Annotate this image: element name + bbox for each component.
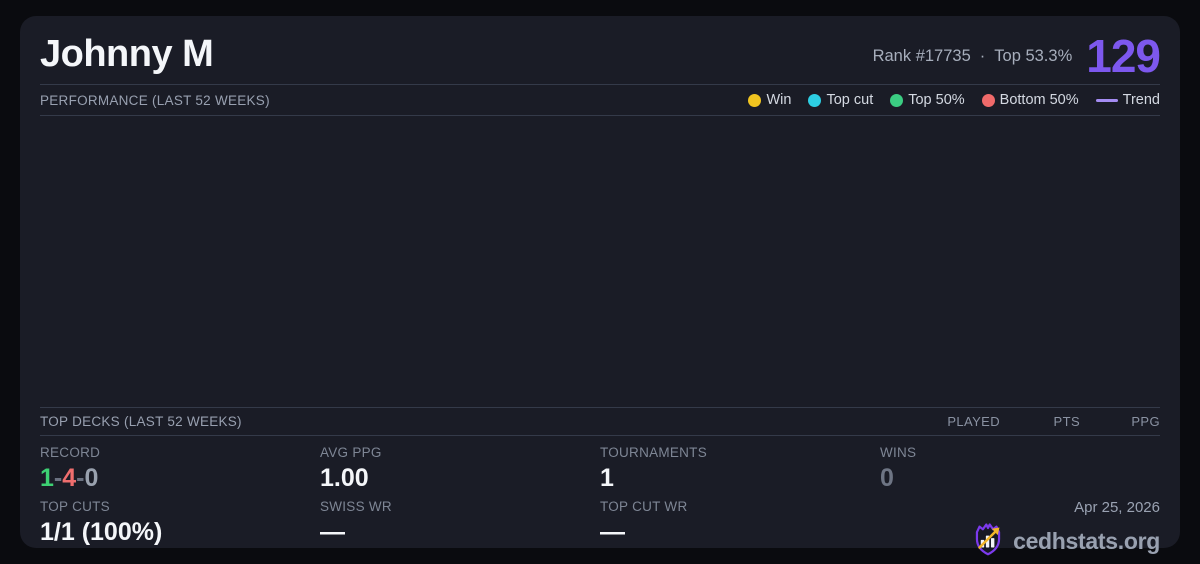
stat-avg-ppg: AVG PPG 1.00: [320, 445, 600, 492]
stat-value: —: [320, 518, 345, 546]
stat-label: AVG PPG: [320, 445, 382, 460]
performance-section-header: PERFORMANCE (LAST 52 WEEKS) Win Top cut …: [40, 85, 1160, 116]
performance-title: PERFORMANCE (LAST 52 WEEKS): [40, 92, 270, 108]
rank-separator-dot: ·: [979, 46, 986, 65]
legend-label: Top cut: [826, 92, 874, 108]
stat-label: SWISS WR: [320, 499, 392, 514]
legend-item-trend: Trend: [1095, 92, 1160, 108]
rank-line: Rank #17735 · Top 53.3%: [873, 47, 1073, 66]
rank-summary: Rank #17735 · Top 53.3% 129: [873, 30, 1161, 82]
record-separator: -: [76, 464, 85, 492]
column-header-ppg: PPG: [1131, 414, 1160, 429]
stat-label: RECORD: [40, 445, 101, 460]
cedhstats-logo-icon: [971, 521, 1005, 562]
stat-value: 1/1 (100%): [40, 518, 163, 546]
record-draws: 0: [84, 464, 99, 492]
bottom-50-dot-icon: [981, 93, 995, 107]
stat-top-cut-wr: TOP CUT WR —: [600, 499, 880, 562]
column-header-played: PLAYED: [947, 414, 1000, 429]
win-dot-icon: [748, 93, 762, 107]
percentile-text: Top 53.3%: [994, 46, 1073, 65]
card-header: Johnny M Rank #17735 · Top 53.3% 129: [40, 16, 1161, 85]
record-separator: -: [53, 464, 63, 492]
top-decks-section-header: TOP DECKS (LAST 52 WEEKS) PLAYED PTS PPG: [40, 408, 1160, 436]
column-header-pts: PTS: [1053, 414, 1080, 429]
top-cut-dot-icon: [808, 93, 822, 107]
stat-swiss-wr: SWISS WR —: [320, 499, 600, 562]
stat-record: RECORD 1-4-0: [40, 445, 320, 492]
stat-value: —: [600, 518, 625, 546]
footer-branding-cell: Apr 25, 2026 cedhstats.org: [880, 499, 1160, 562]
legend-label: Trend: [1122, 92, 1160, 108]
legend-label: Bottom 50%: [999, 92, 1079, 108]
stats-grid: RECORD 1-4-0 AVG PPG 1.00 TOURNAMENTS 1 …: [40, 436, 1160, 562]
brand-name: cedhstats.org: [1013, 528, 1160, 554]
stat-value: 0: [880, 464, 894, 492]
performance-chart-area: [40, 116, 1160, 408]
stat-tournaments: TOURNAMENTS 1: [600, 445, 880, 492]
brand-lockup: cedhstats.org: [971, 521, 1160, 562]
record-losses: 4: [62, 464, 77, 492]
stat-value: 1.00: [320, 464, 369, 492]
record-wins: 1: [40, 464, 54, 492]
player-stats-card: Johnny M Rank #17735 · Top 53.3% 129 PER…: [20, 16, 1180, 556]
stat-label: TOP CUT WR: [600, 499, 688, 514]
trend-line-icon: [1095, 98, 1118, 102]
record-value: 1-4-0: [40, 464, 320, 492]
stat-top-cuts: TOP CUTS 1/1 (100%): [40, 499, 320, 562]
stat-label: WINS: [880, 445, 917, 460]
legend-item-top-50: Top 50%: [890, 92, 965, 108]
stat-value: 1: [600, 464, 614, 492]
legend-item-bottom-50: Bottom 50%: [981, 92, 1079, 108]
top-decks-title: TOP DECKS (LAST 52 WEEKS): [40, 414, 242, 429]
legend-label: Top 50%: [908, 92, 965, 108]
rank-text: Rank #17735: [872, 46, 971, 65]
stat-label: TOURNAMENTS: [600, 445, 707, 460]
chart-legend: Win Top cut Top 50% Bottom 50% Trend: [748, 92, 1160, 108]
legend-item-top-cut: Top cut: [808, 92, 873, 108]
card-date: Apr 25, 2026: [1074, 499, 1160, 516]
stat-wins: WINS 0: [880, 445, 1160, 492]
player-name: Johnny M: [40, 33, 214, 75]
stat-label: TOP CUTS: [40, 499, 110, 514]
rating-value: 129: [1086, 30, 1161, 82]
legend-item-win: Win: [748, 92, 791, 108]
legend-label: Win: [766, 92, 792, 108]
top-50-dot-icon: [890, 93, 904, 107]
top-decks-columns: PLAYED PTS PPG: [920, 414, 1160, 429]
